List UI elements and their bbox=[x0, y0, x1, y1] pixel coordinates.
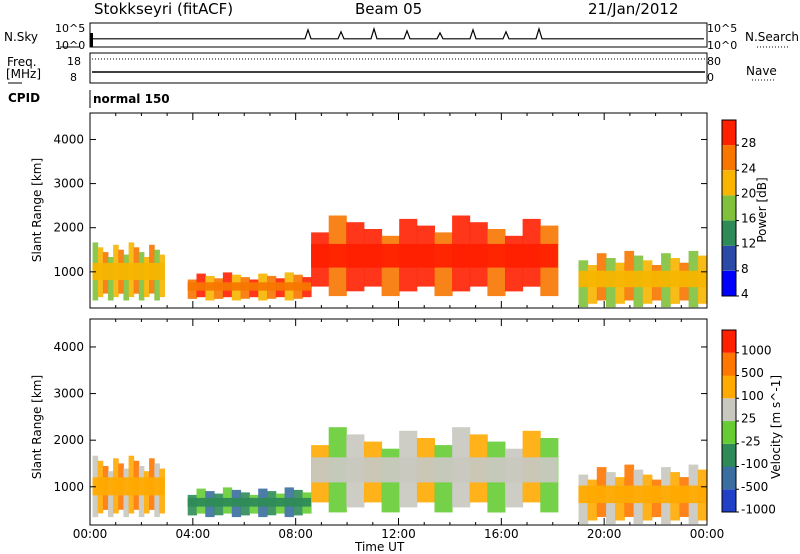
power-colorbar-segment-6 bbox=[722, 120, 736, 146]
xtick-label-6: 00:00 bbox=[690, 527, 725, 541]
power-region-0 bbox=[92, 242, 165, 301]
xtick-label-1: 04:00 bbox=[176, 527, 211, 541]
velocity-colorbar-label: Velocity [m s^-1] bbox=[769, 374, 783, 480]
velocity-colorbar-segment-7 bbox=[722, 330, 736, 353]
velocity-colorbar-label-4: -25 bbox=[741, 434, 761, 448]
velocity-region-3 bbox=[578, 464, 708, 524]
velocity-ytick-label-0: 1000 bbox=[53, 480, 84, 494]
power-ytick-label-2: 3000 bbox=[53, 177, 84, 191]
date-label: 21/Jan/2012 bbox=[588, 0, 679, 18]
velocity-region-1 bbox=[187, 487, 312, 518]
beam-label: Beam 05 bbox=[355, 0, 423, 18]
power-colorbar-segment-3 bbox=[722, 195, 736, 221]
nave-top-tick: 80 bbox=[707, 55, 721, 68]
power-colorbar-frame bbox=[721, 119, 737, 297]
power-ytick-label-3: 4000 bbox=[53, 132, 84, 146]
nsky-start-bar bbox=[90, 33, 93, 47]
nave-bottom-tick: 0 bbox=[707, 71, 714, 84]
power-colorbar-segment-0 bbox=[722, 270, 736, 296]
xtick-label-5: 20:00 bbox=[587, 527, 622, 541]
velocity-colorbar-segment-4 bbox=[722, 398, 736, 422]
freq-strip-frame bbox=[89, 52, 708, 84]
nsky-label: N.Sky bbox=[4, 30, 39, 44]
power-colorbar-segment-2 bbox=[722, 220, 736, 246]
nsearch-label: N.Search bbox=[745, 30, 800, 44]
radar-title: Stokkseyri (fitACF) bbox=[94, 0, 234, 18]
power-colorbar-label-2: 12 bbox=[741, 237, 756, 251]
nsky-top-tick: 10^5 bbox=[55, 22, 86, 35]
power-ylabel: Slant Range [km] bbox=[30, 157, 44, 263]
velocity-colorbar-segment-3 bbox=[722, 421, 736, 444]
velocity-colorbar-segment-1 bbox=[722, 466, 736, 490]
nsky-trace bbox=[91, 26, 704, 40]
cpid-label: CPID bbox=[8, 91, 41, 105]
freq-unit-label: [MHz] bbox=[6, 67, 42, 81]
power-colorbar-label-6: 28 bbox=[741, 136, 756, 150]
power-region-2 bbox=[311, 215, 559, 297]
power-ytick-label-1: 2000 bbox=[53, 221, 84, 235]
xtick-label-0: 00:00 bbox=[73, 527, 108, 541]
power-colorbar-label-5: 24 bbox=[741, 161, 756, 175]
power-colorbar-label-0: 4 bbox=[741, 287, 749, 301]
freq-bottom-tick: 8 bbox=[70, 71, 77, 84]
velocity-colorbar-label-0: 1000 bbox=[741, 343, 772, 357]
nsearch-bottom-tick: 10^0 bbox=[707, 39, 738, 52]
nsearch-top-tick: 10^5 bbox=[707, 22, 738, 35]
freq-top-tick: 18 bbox=[67, 55, 81, 68]
velocity-ylabel: Slant Range [km] bbox=[30, 374, 44, 480]
freq-label: Freq. bbox=[7, 55, 37, 69]
power-colorbar-label: Power [dB] bbox=[755, 177, 769, 243]
velocity-ytick-label-2: 3000 bbox=[53, 387, 84, 401]
power-region-1 bbox=[187, 272, 312, 301]
velocity-region-2 bbox=[311, 427, 559, 513]
time-xlabel: Time UT bbox=[355, 540, 405, 554]
velocity-colorbar-segment-5 bbox=[722, 375, 736, 399]
velocity-colorbar-label-1: 500 bbox=[741, 366, 764, 380]
velocity-colorbar-segment-2 bbox=[722, 443, 736, 467]
velocity-colorbar-segment-0 bbox=[722, 489, 736, 513]
velocity-colorbar-label-2: 100 bbox=[741, 389, 764, 403]
velocity-colorbar-label-6: -500 bbox=[741, 480, 768, 494]
power-colorbar-segment-4 bbox=[722, 170, 736, 196]
power-colorbar-label-1: 8 bbox=[741, 262, 749, 276]
velocity-colorbar-label-7: -1000 bbox=[741, 503, 776, 517]
velocity-colorbar-label-5: -100 bbox=[741, 457, 768, 471]
power-region-3 bbox=[578, 250, 708, 308]
cpid-value: normal 150 bbox=[93, 92, 170, 106]
xtick-label-4: 16:00 bbox=[484, 527, 519, 541]
velocity-region-0 bbox=[92, 455, 165, 518]
xtick-label-2: 08:00 bbox=[278, 527, 313, 541]
velocity-ytick-label-3: 4000 bbox=[53, 340, 84, 354]
nave-label: Nave bbox=[746, 64, 777, 78]
velocity-colorbar-segment-6 bbox=[722, 352, 736, 376]
power-ytick-label-0: 1000 bbox=[53, 265, 84, 279]
power-colorbar-label-4: 20 bbox=[741, 186, 756, 200]
power-colorbar-segment-5 bbox=[722, 145, 736, 171]
xtick-label-3: 12:00 bbox=[381, 527, 416, 541]
velocity-colorbar-label-3: 25 bbox=[741, 412, 756, 426]
power-colorbar-label-3: 16 bbox=[741, 212, 756, 226]
power-colorbar-segment-1 bbox=[722, 245, 736, 271]
velocity-ytick-label-1: 2000 bbox=[53, 433, 84, 447]
nsky-bottom-tick: 10^0 bbox=[55, 39, 86, 52]
nsky-strip-frame bbox=[89, 22, 708, 48]
